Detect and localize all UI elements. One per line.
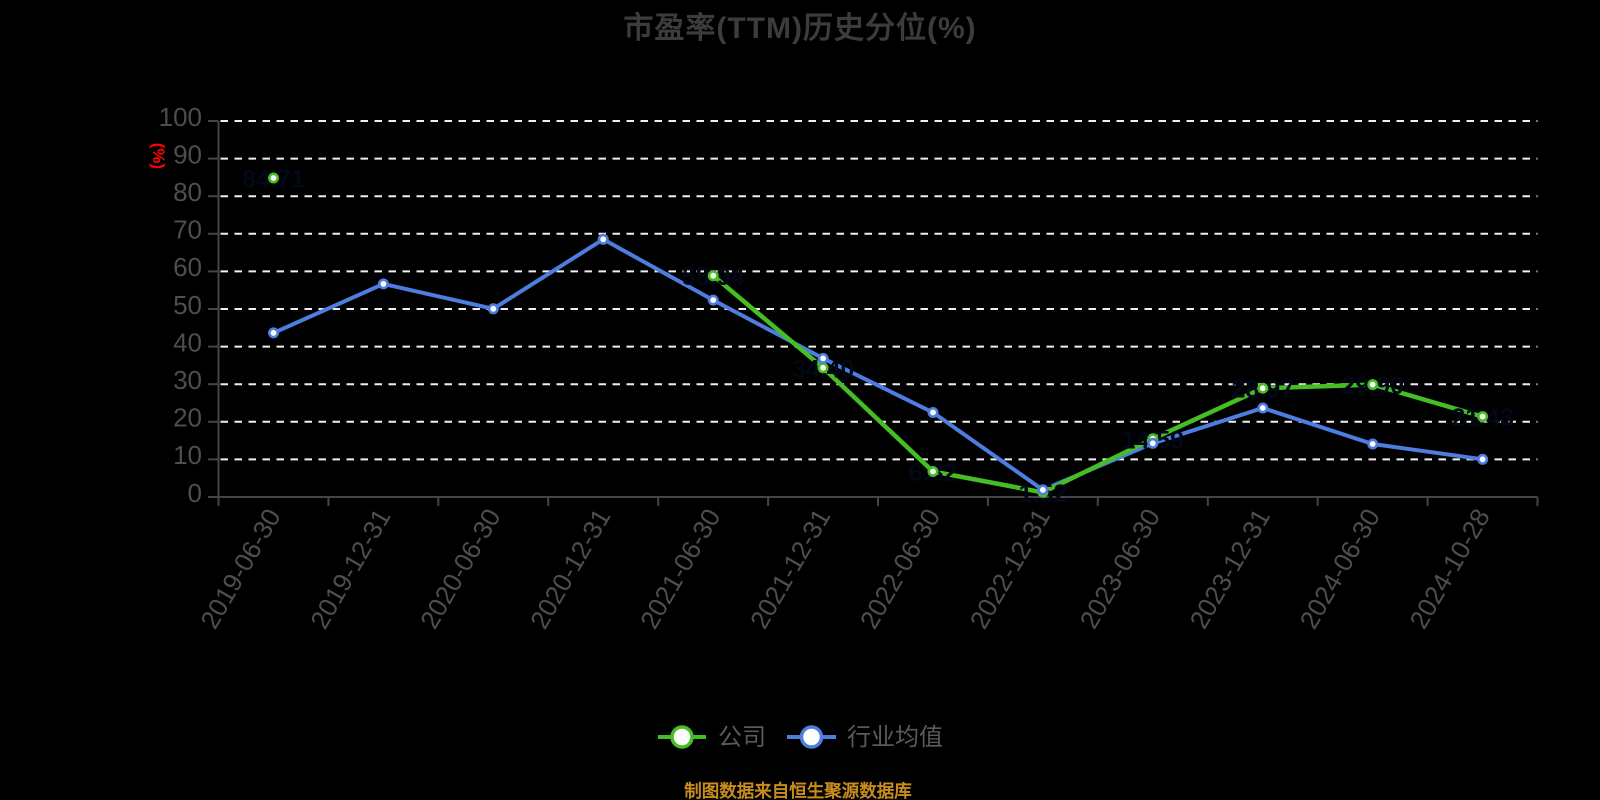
svg-text:2023-12-31: 2023-12-31: [1184, 504, 1276, 634]
svg-text:90: 90: [173, 139, 202, 169]
svg-text:2023-06-30: 2023-06-30: [1074, 504, 1166, 634]
svg-text:2020-06-30: 2020-06-30: [414, 504, 506, 634]
svg-text:40: 40: [173, 327, 202, 357]
svg-text:70: 70: [173, 215, 202, 245]
svg-text:2021-12-31: 2021-12-31: [744, 504, 836, 634]
svg-text:50: 50: [173, 290, 202, 320]
svg-text:30: 30: [173, 365, 202, 395]
svg-text:60: 60: [173, 252, 202, 282]
svg-text:2022-12-31: 2022-12-31: [964, 504, 1056, 634]
svg-text:(%): (%): [149, 143, 168, 169]
svg-text:2022-06-30: 2022-06-30: [854, 504, 946, 634]
svg-text:80: 80: [173, 177, 202, 207]
svg-text:2024-10-28: 2024-10-28: [1403, 504, 1495, 634]
svg-text:2020-12-31: 2020-12-31: [524, 504, 616, 634]
svg-text:2021-06-30: 2021-06-30: [634, 504, 726, 634]
svg-text:100: 100: [159, 102, 202, 132]
svg-text:0: 0: [188, 478, 202, 508]
svg-text:2024-06-30: 2024-06-30: [1293, 504, 1385, 634]
svg-text:2019-06-30: 2019-06-30: [194, 504, 286, 634]
svg-text:2019-12-31: 2019-12-31: [304, 504, 396, 634]
svg-text:20: 20: [173, 403, 202, 433]
svg-text:10: 10: [173, 440, 202, 470]
